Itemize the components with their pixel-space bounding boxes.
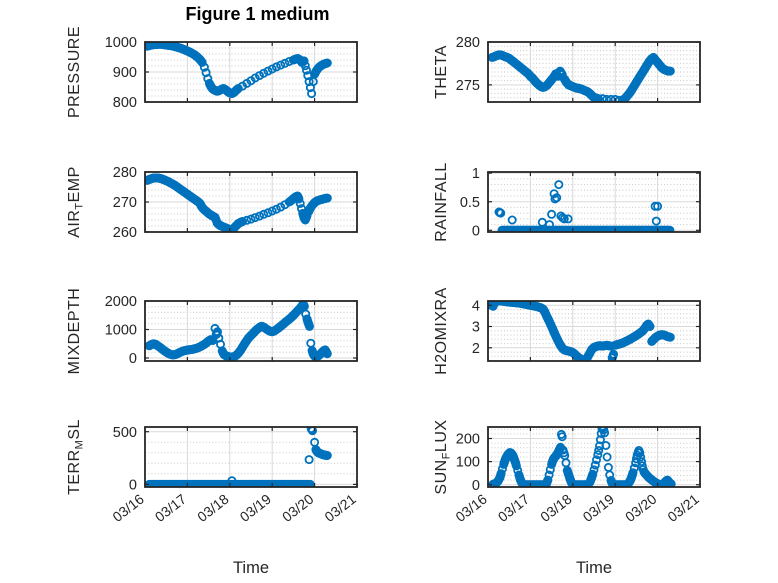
- tick-marks: [144, 300, 358, 361]
- data-points: [144, 426, 332, 488]
- major-grid: [145, 172, 357, 232]
- x-tick-label: 03/17: [495, 491, 533, 525]
- x-tick-label: 03/20: [622, 491, 660, 525]
- y-axis-label: TERRMSL: [66, 419, 86, 495]
- y-tick-label: 2000: [105, 294, 137, 310]
- y-tick-label: 275: [456, 78, 480, 94]
- tick-marks: [487, 427, 701, 487]
- y-axis-label: SUNFLUX: [433, 419, 453, 494]
- y-tick-label: 4: [472, 298, 480, 314]
- x-axis-label: Time: [576, 559, 612, 577]
- subplot-theta: 275 280 THETA: [433, 35, 701, 103]
- x-tick-label: 03/18: [194, 491, 232, 525]
- tick-marks: [144, 171, 358, 233]
- data-points: [494, 180, 675, 233]
- x-tick-label: 03/16: [452, 491, 490, 525]
- y-axis-label: MIXDEPTH: [66, 288, 83, 375]
- x-tick-label: 03/21: [321, 491, 359, 525]
- y-tick-label: 0: [472, 223, 480, 239]
- tick-marks: [487, 172, 701, 232]
- x-tick-label: 03/19: [237, 491, 275, 525]
- x-tick-label: 03/20: [279, 491, 317, 525]
- axes-box: [487, 41, 701, 103]
- y-tick-label: 100: [456, 455, 480, 471]
- tick-marks: [487, 41, 701, 102]
- y-tick-label: 1: [472, 166, 480, 182]
- tick-marks: [487, 301, 701, 361]
- axes-box: [144, 426, 358, 488]
- subplot-terr-msl: 0 500 TERRMSL 03/16 03/17 03/18 03/19 03/20 03/2…: [66, 419, 359, 577]
- y-tick-label: 280: [456, 35, 480, 51]
- x-tick-label: 03/18: [537, 491, 575, 525]
- x-tick-label: 03/19: [580, 491, 618, 525]
- y-tick-label: 280: [113, 165, 137, 181]
- y-axis-label: H2OMIXRA: [433, 287, 450, 375]
- x-tick-label: 03/17: [152, 491, 190, 525]
- y-tick-label: 1000: [105, 35, 137, 51]
- subplot-h2omixra: 2 3 4 H2OMIXRA: [433, 287, 701, 375]
- y-tick-label: 0.5: [460, 195, 480, 211]
- y-tick-label: 270: [113, 195, 137, 211]
- x-tick-label: 03/21: [664, 491, 702, 525]
- y-tick-label: 3: [472, 320, 480, 336]
- axes-box: [144, 300, 358, 362]
- data-points: [144, 173, 332, 233]
- subplot-air-temp: 260 270 280 AIRTEMP: [66, 165, 358, 241]
- y-axis-label: AIRTEMP: [66, 166, 86, 238]
- y-axis-label: PRESSURE: [66, 26, 83, 118]
- axes-box: [487, 426, 701, 488]
- figure-title: Figure 1 medium: [185, 4, 330, 24]
- subplot-pressure: 800 900 1000 PRESSURE: [66, 26, 358, 118]
- y-tick-label: 0: [129, 477, 137, 493]
- major-grid: [488, 42, 700, 102]
- y-tick-label: 800: [113, 95, 137, 111]
- y-tick-label: 260: [113, 225, 137, 241]
- data-points: [488, 426, 676, 488]
- axes-box: [487, 300, 701, 362]
- x-tick-label: 03/16: [109, 491, 147, 525]
- y-tick-label: 900: [113, 65, 137, 81]
- y-tick-label: 2: [472, 341, 480, 357]
- y-axis-label: THETA: [433, 45, 450, 99]
- y-tick-label: 200: [456, 432, 480, 448]
- y-tick-label: 0: [472, 478, 480, 494]
- tick-marks: [144, 427, 358, 487]
- data-points: [144, 300, 332, 362]
- y-tick-label: 1000: [105, 323, 137, 339]
- subplot-rainfall: 0 0.5 1 RAINFALL: [433, 162, 701, 242]
- x-axis-label: Time: [233, 559, 269, 577]
- y-axis-label: RAINFALL: [433, 162, 450, 242]
- subplot-mixdepth: 0 1000 2000 MIXDEPTH: [66, 288, 358, 375]
- minor-grid: [145, 441, 357, 475]
- y-tick-label: 0: [129, 351, 137, 367]
- y-tick-label: 500: [113, 425, 137, 441]
- minor-grid: [488, 178, 700, 226]
- tick-marks: [144, 41, 358, 103]
